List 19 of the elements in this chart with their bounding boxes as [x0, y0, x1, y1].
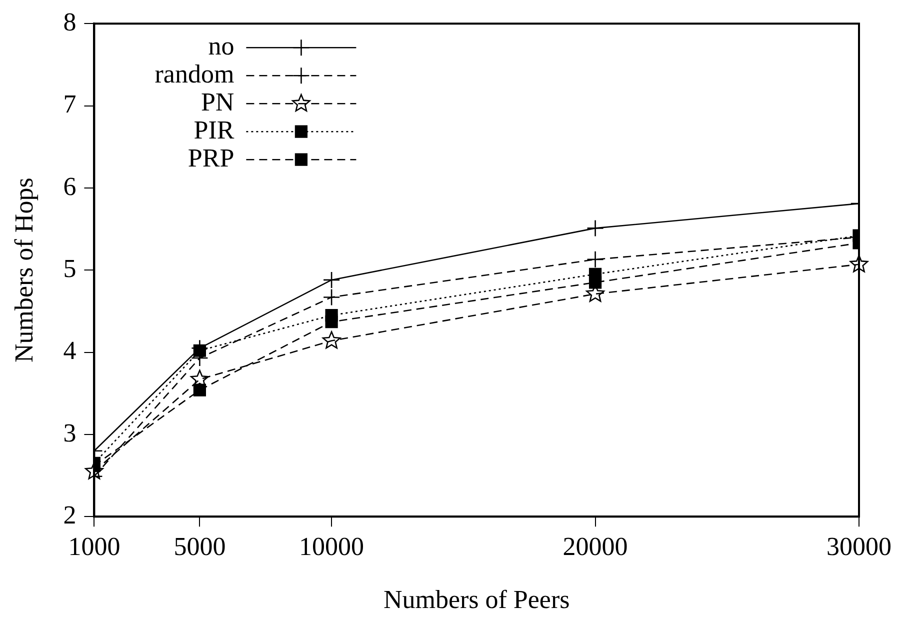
- x-tick-label: 1000: [68, 532, 120, 562]
- y-tick-label: 4: [63, 336, 76, 366]
- legend-label: PRP: [188, 143, 234, 172]
- x-tick-label: 5000: [174, 532, 226, 562]
- y-tick-label: 5: [63, 254, 76, 283]
- y-tick-label: 7: [63, 90, 76, 119]
- y-tick-label: 3: [63, 418, 76, 448]
- legend-label: PN: [200, 87, 234, 116]
- x-tick-label: 20000: [562, 532, 628, 562]
- y-tick-label: 6: [63, 172, 76, 201]
- x-tick-label: 30000: [826, 532, 892, 562]
- legend-label: random: [154, 59, 234, 88]
- y-tick-label: 8: [63, 7, 76, 36]
- legend-label: PIR: [194, 115, 235, 144]
- x-axis-title: Numbers of Peers: [383, 585, 570, 614]
- y-tick-label: 2: [63, 500, 76, 530]
- x-tick-label: 10000: [299, 532, 364, 562]
- y-axis-title: Numbers of Hops: [9, 178, 38, 363]
- legend-label: no: [208, 31, 234, 60]
